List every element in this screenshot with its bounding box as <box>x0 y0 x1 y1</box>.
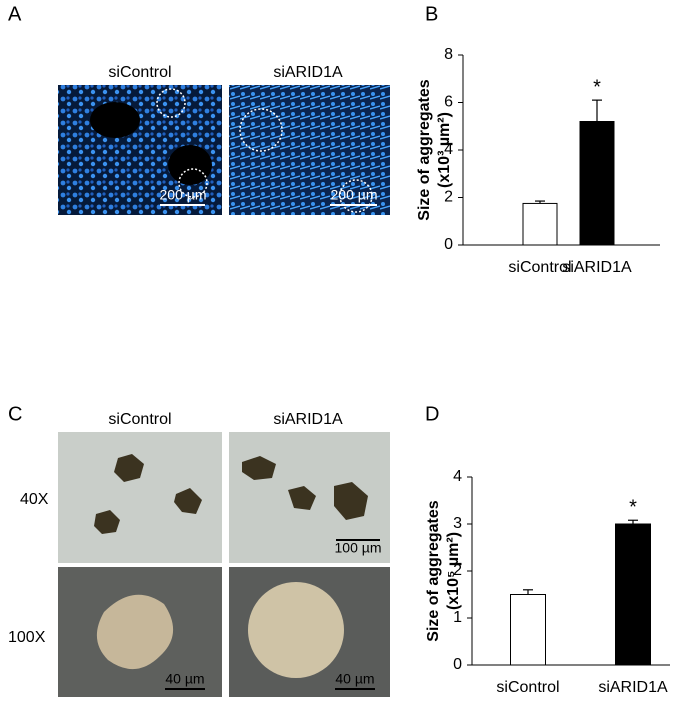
y-axis-label: (x10⁵ µm²) <box>445 532 462 610</box>
panel-label: B <box>425 3 438 25</box>
scale-bar-label: 200 µm <box>331 187 378 203</box>
bar <box>522 202 558 246</box>
y-tick-label: 3 <box>453 515 462 532</box>
y-tick-label: 0 <box>453 656 462 673</box>
y-tick-label: 0 <box>444 236 453 253</box>
y-tick-label: 6 <box>444 94 453 111</box>
y-axis-label: Size of aggregates <box>425 500 442 641</box>
image-a-siarid1a <box>229 85 390 215</box>
scale-bar-label: 40 µm <box>335 671 374 687</box>
y-tick-label: 8 <box>444 46 453 63</box>
panel-label: A <box>8 3 22 25</box>
column-label: siARID1A <box>273 64 343 81</box>
x-tick-label: siARID1A <box>562 259 632 276</box>
y-tick-label: 1 <box>453 609 462 626</box>
y-tick-label: 2 <box>453 562 462 579</box>
column-label: siControl <box>108 411 171 428</box>
column-label: siARID1A <box>273 411 343 428</box>
x-tick-label: siControl <box>508 259 571 276</box>
image-c-100x <box>58 567 390 697</box>
y-tick-label: 4 <box>444 141 453 158</box>
bar <box>615 523 651 666</box>
image-c-40x <box>58 432 390 563</box>
bar <box>579 121 615 246</box>
y-axis-label: Size of aggregates <box>416 79 433 220</box>
column-label: siControl <box>108 64 171 81</box>
y-tick-label: 2 <box>444 189 453 206</box>
x-tick-label: siARID1A <box>598 679 668 696</box>
scale-bar-label: 40 µm <box>165 671 204 687</box>
scale-bar-label: 100 µm <box>335 540 382 556</box>
annotation: * <box>629 497 637 519</box>
row-label: 100X <box>8 629 46 646</box>
annotation: * <box>593 76 601 98</box>
scale-bar-label: 200 µm <box>160 187 207 203</box>
x-tick-label: siControl <box>496 679 559 696</box>
bar <box>510 594 546 666</box>
image-a-sicontrol <box>58 85 222 215</box>
row-label: 40X <box>20 491 49 508</box>
y-axis-label: (x10³ µm²) <box>436 112 453 188</box>
y-tick-label: 4 <box>453 468 462 485</box>
panel-label: D <box>425 403 439 425</box>
panel-label: C <box>8 403 22 425</box>
